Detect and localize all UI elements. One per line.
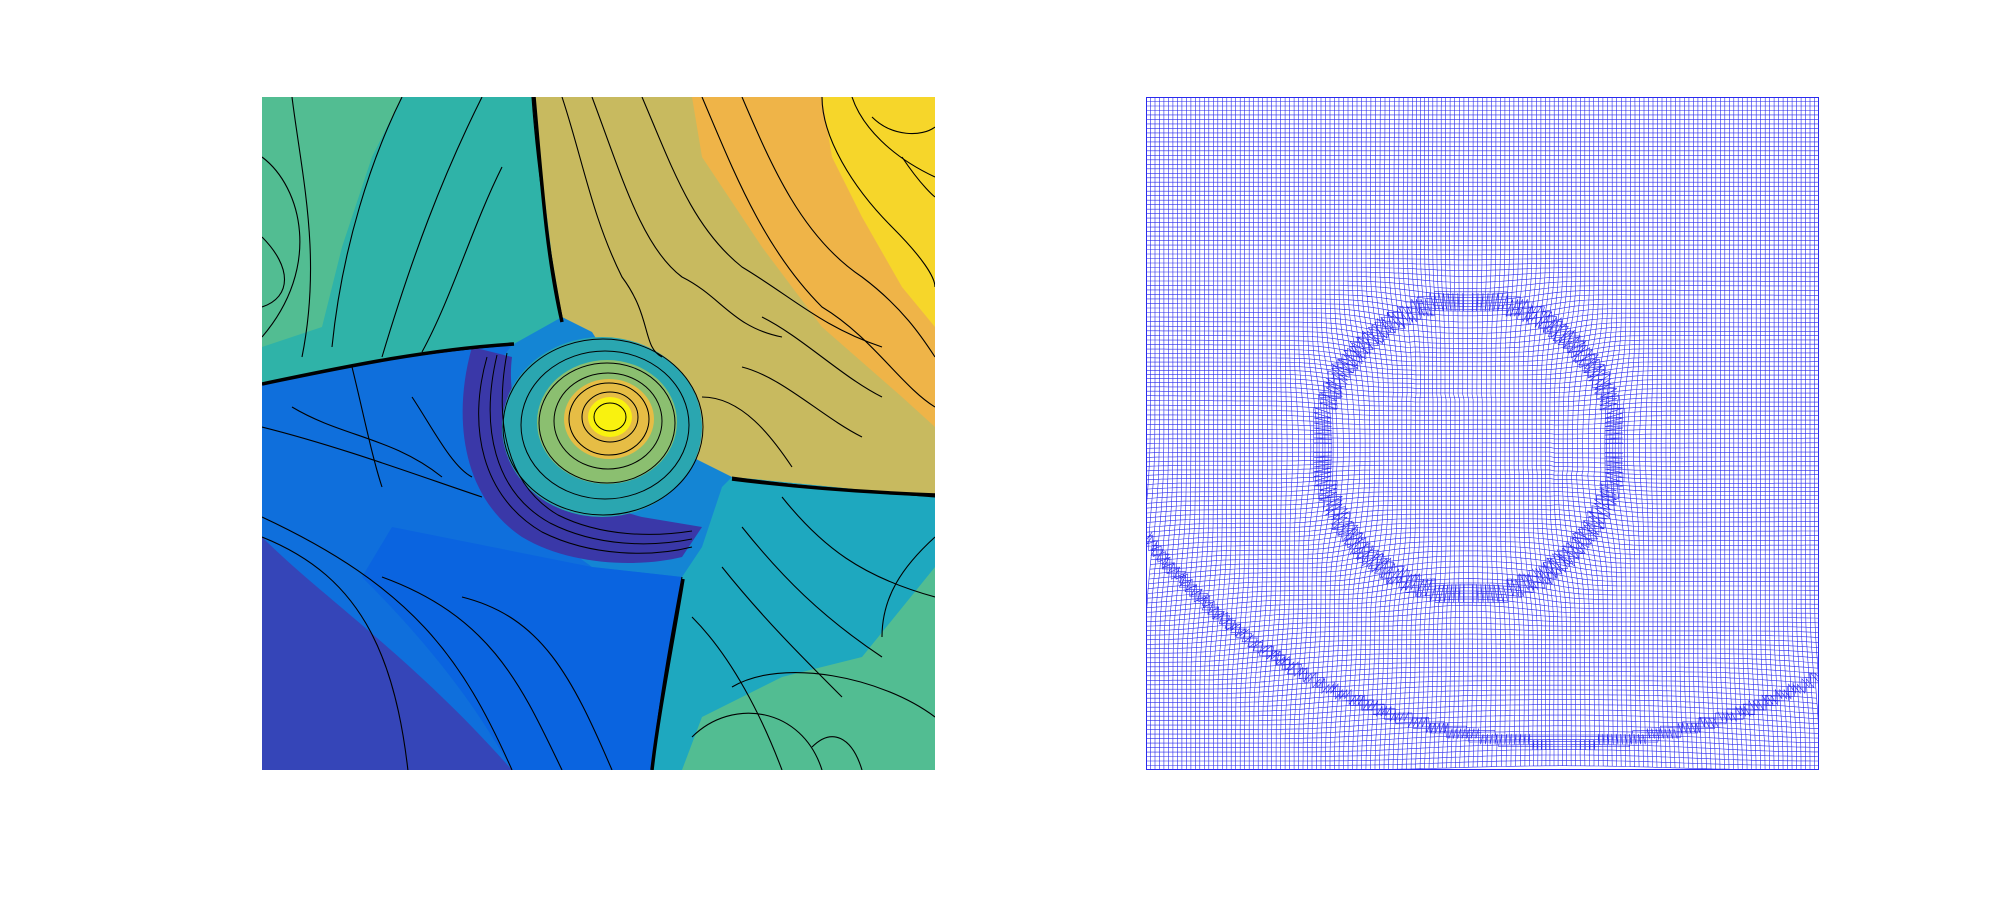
region-lower-left-corner	[262, 537, 512, 770]
region-lower-middle	[362, 527, 682, 770]
contour-plot-canvas	[262, 97, 935, 770]
mesh-grid-lines	[1146, 97, 1819, 770]
vortex-contour-rings	[478, 338, 704, 554]
adaptive-mesh-plot	[1146, 97, 1819, 770]
density-contour-plot	[262, 97, 935, 770]
vortex-dark-crescent	[462, 347, 702, 563]
shock-fronts	[262, 97, 935, 770]
mesh-lines-path	[1146, 97, 1819, 770]
region-lower-right-outer	[682, 567, 935, 770]
region-upper-left-outer	[262, 97, 402, 347]
mesh-border	[1146, 97, 1819, 770]
mesh-canvas	[1146, 97, 1819, 770]
contour-plot-body	[262, 97, 935, 770]
